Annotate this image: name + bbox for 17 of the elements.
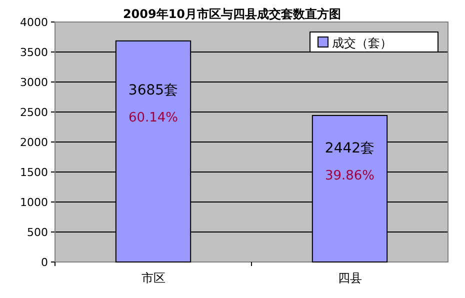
y-tick-label: 2500 [20, 106, 48, 119]
y-tick-label: 3000 [20, 76, 48, 89]
data-label: 3685套 [128, 82, 178, 99]
y-tick-label: 0 [41, 256, 48, 269]
y-tick-label: 4000 [20, 16, 48, 29]
y-tick-label: 1500 [20, 166, 48, 179]
chart-title: 2009年10月市区与四县成交套数直方图 [122, 7, 342, 21]
y-tick-label: 1000 [20, 196, 48, 209]
x-tick-label: 四县 [338, 271, 362, 285]
data-label: 2442套 [324, 140, 375, 157]
annotation: 60.14% [128, 110, 178, 126]
legend-label: 成交（套） [332, 36, 392, 50]
y-tick-label: 2000 [20, 136, 48, 149]
y-tick-label: 500 [27, 226, 48, 239]
x-tick-label: 市区 [141, 271, 166, 285]
annotation: 39.86% [324, 168, 375, 184]
y-tick-label: 3500 [20, 46, 48, 59]
